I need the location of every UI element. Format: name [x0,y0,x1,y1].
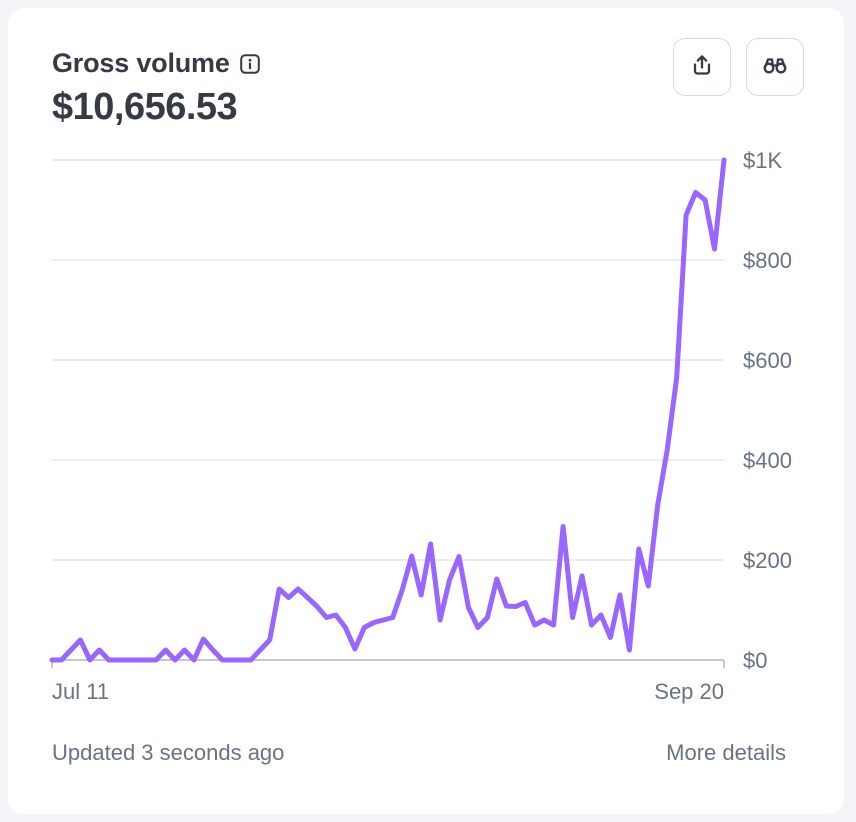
series-line-gross-volume [49,157,727,663]
y-tick-label: $800 [743,248,792,273]
x-tick-label-start: Jul 11 [52,679,109,704]
y-tick-label: $0 [743,648,767,673]
y-axis-ticks: $0 $200 $400 $600 $800 $1K [743,148,792,673]
export-button[interactable] [673,38,731,96]
info-icon[interactable] [239,53,260,74]
y-tick-label: $200 [743,548,792,573]
card-title: Gross volume [52,48,230,78]
y-tick-label: $600 [743,348,792,373]
share-export-icon [690,53,714,82]
x-tick-label-end: Sep 20 [654,679,724,704]
chart-gridlines [52,159,724,661]
updated-status: Updated 3 seconds ago [52,740,285,765]
gross-volume-card: Gross volume $10,656.53 [8,8,844,814]
more-details-link[interactable]: More details [666,740,786,765]
y-tick-label: $1K [743,148,782,173]
y-tick-label: $400 [743,448,792,473]
x-axis-ticks: Jul 11 Sep 20 [51,660,725,704]
card-header: Gross volume [52,48,260,79]
gross-volume-total: $10,656.53 [52,86,238,128]
binoculars-icon [762,53,788,82]
explore-button[interactable] [746,38,804,96]
chart-series [49,157,727,663]
